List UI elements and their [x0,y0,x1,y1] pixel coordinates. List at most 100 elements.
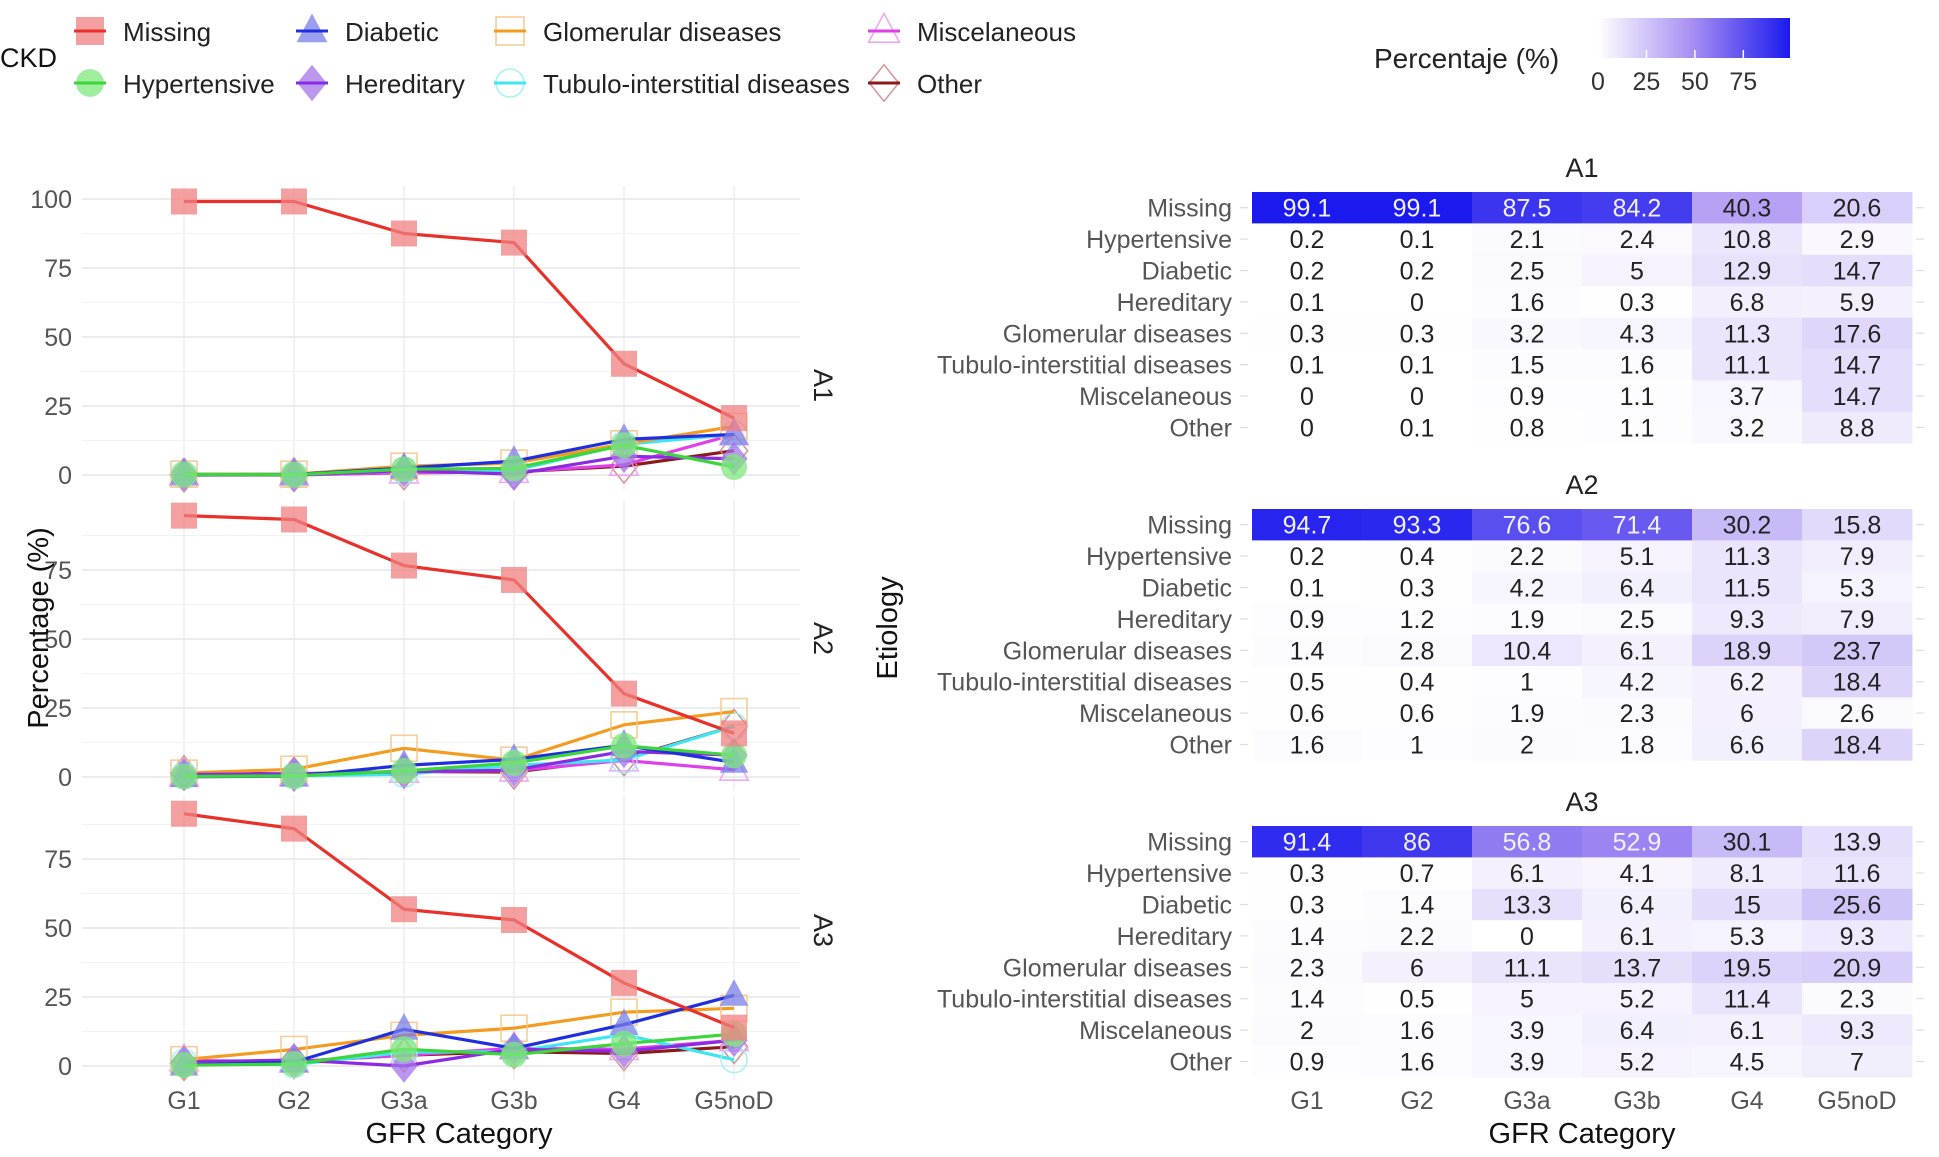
heatmap-row-label: Glomerular diseases [1003,320,1232,348]
heatmap-row-label: Hypertensive [1086,543,1232,571]
heatmap-cell-label: 5.2 [1620,986,1655,1014]
data-point [391,757,417,784]
line-x-axis-title: GFR Category [366,1118,553,1150]
heatmap-cell [1802,571,1913,604]
heatmap-row-label: Other [1169,415,1232,443]
heatmap-cell-label: 0.4 [1400,543,1435,571]
data-point [719,418,749,445]
heatmap-cell [1252,223,1363,256]
series-line [183,749,735,777]
data-point [281,188,307,215]
heatmap-cell [1362,857,1473,890]
heatmap-cell-label: 3.2 [1510,320,1545,348]
heatmap-row-label: Other [1169,732,1232,760]
heatmap-cell [1582,317,1693,350]
series-diabetic [169,729,749,788]
facet-label: A1 [808,369,838,402]
heatmap-cell-label: 11.6 [1834,860,1881,888]
series-hypertensive [171,432,747,488]
heatmap-cell [1472,192,1583,224]
heatmap-cell [1802,540,1913,573]
heatmap-cell-label: 11.5 [1724,575,1771,603]
data-point [281,506,307,533]
heatmap-cell-label: 0 [1410,289,1424,317]
x-tick-label: G5noD [694,1087,773,1115]
heatmap-cell-label: 11.1 [1724,352,1771,380]
heatmap-cell [1362,728,1473,761]
heatmap-cell-label: 2.3 [1620,700,1655,728]
heatmap-row-label: Tubulo-interstitial diseases [937,669,1232,697]
heatmap-cell [1692,349,1803,381]
heatmap-cell-label: 1.6 [1620,352,1655,380]
series-line [183,744,735,779]
data-point [171,800,197,827]
heatmap-cell-label: 5 [1630,258,1644,286]
heatmap-cell-label: 99.1 [1283,195,1332,223]
heatmap-cell [1802,1014,1913,1047]
heatmap-cell [1362,317,1473,350]
data-point [721,405,747,432]
heatmap-cell [1472,223,1583,256]
heatmap-cell-label: 1.6 [1290,732,1325,760]
heatmap-cell [1692,192,1803,224]
heatmap-cell [1692,509,1803,541]
data-point [501,749,527,776]
heatmap-cell-label: 7 [1850,1049,1864,1077]
heatmap-cell-label: 1.1 [1620,383,1655,411]
heatmap-cell [1252,286,1363,319]
heatmap-cell [1692,666,1803,698]
heatmap-cell [1252,1014,1363,1047]
legend-item-diabetic: Diabetic [296,13,439,47]
heatmap-cell [1802,286,1913,319]
y-tick-label: 75 [44,255,72,283]
heatmap-cell [1472,920,1583,953]
heatmap-cell [1582,223,1693,256]
legend-label: Tubulo-interstitial diseases [543,69,850,99]
heatmap-row-label: Other [1169,1049,1232,1077]
heatmap-x-tick-label: G1 [1290,1087,1323,1115]
data-point [501,906,527,933]
data-point [391,220,417,247]
heatmap-cell-label: 0.3 [1400,320,1435,348]
heatmap-cell-label: 20.9 [1833,954,1882,982]
heatmap-cell [1582,983,1693,1015]
heatmap-cell-label: 5 [1520,986,1534,1014]
heatmap-cell [1472,254,1583,287]
heatmap-cell [1252,983,1363,1015]
heatmap-cell-label: 4.5 [1730,1049,1765,1077]
heatmap-cell-label: 10.8 [1723,226,1772,254]
heatmap-cell-label: 0.3 [1290,860,1325,888]
heatmap-x-tick-label: G5noD [1817,1087,1896,1115]
heatmap-cell [1472,411,1583,444]
line-chart: 0 25 50 75 100 A1 0 25 50 75 A2 0 25 50 75 A3 G1 G2 G3a G3b… [30,186,838,1115]
heatmap-cell-label: 6.1 [1730,1017,1765,1045]
series-line [183,443,735,477]
heatmap-cell-label: 99.1 [1393,195,1442,223]
heatmap-cell-label: 14.7 [1833,383,1882,411]
heatmap-cell-label: 0.1 [1400,352,1435,380]
heatmap-cell-label: 1.4 [1290,986,1325,1014]
data-point [389,1013,419,1040]
heatmap-cell-label: 2.9 [1840,226,1875,254]
heatmap-cell [1802,349,1913,381]
heatmap-cell [1362,634,1473,667]
heatmap-cell [1362,1014,1473,1047]
heatmap-cell-label: 0.3 [1290,892,1325,920]
heatmap-cell [1582,634,1693,667]
y-tick-label: 75 [44,557,72,585]
heatmap-cell [1362,380,1473,413]
heatmap-cell-label: 0.1 [1290,575,1325,603]
heatmap-cell [1802,697,1913,730]
heatmap-cell-label: 15 [1733,892,1761,920]
legend-label: Miscelaneous [917,17,1076,47]
heatmap-cell [1472,286,1583,319]
heatmap-cell [1582,1014,1693,1047]
data-point [611,350,637,377]
heatmap-cell [1472,317,1583,350]
heatmap-facet-title: A3 [1565,787,1598,817]
heatmap-cell-label: 84.2 [1613,195,1662,223]
heatmap-cell [1802,857,1913,890]
heatmap-cell [1582,349,1693,381]
heatmap-cell-label: 5.9 [1840,289,1875,317]
